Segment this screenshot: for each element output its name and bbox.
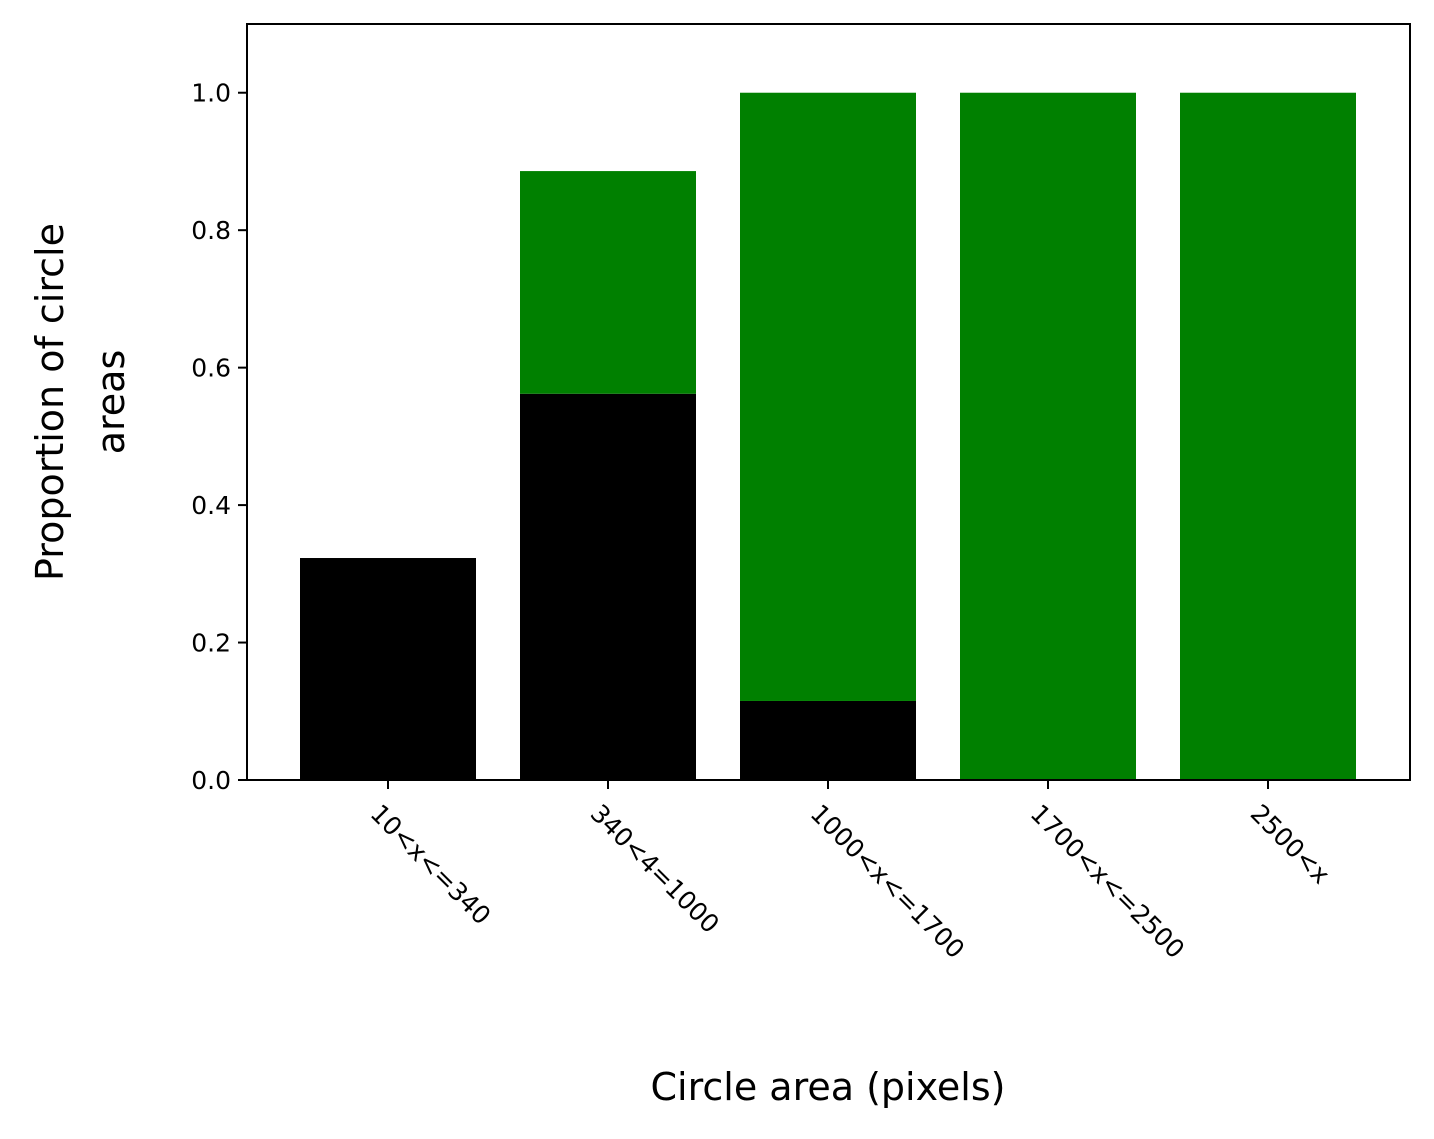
bar-segment [740, 92, 916, 701]
bar-segment [300, 558, 476, 780]
y-tick-label: 0.8 [191, 216, 231, 245]
y-tick-label: 0.6 [191, 354, 231, 383]
bar-segment [960, 92, 1136, 780]
x-tick-label: 2500<x [1245, 799, 1336, 890]
bar-segment [520, 171, 696, 394]
bar-segment [520, 393, 696, 780]
y-tick-label: 1.0 [191, 79, 231, 108]
x-axis: 10<x<=340 340<4=1000 1000<x<=1700 1700<x<=2… [365, 780, 1336, 964]
x-tick-label: 1000<x<=1700 [805, 799, 970, 964]
bars-layer [300, 92, 1356, 780]
x-axis-title: Circle area (pixels) [651, 1065, 1006, 1109]
x-tick-label: 340<4=1000 [585, 799, 725, 939]
y-axis-title-line-1: Proportion of circle [28, 223, 72, 581]
y-tick-label: 0.4 [191, 491, 231, 520]
y-axis-title-group: Proportion of circle areas [28, 223, 133, 581]
y-tick-label: 0.2 [191, 629, 231, 658]
bar-segment [740, 700, 916, 780]
y-axis-title-line-2: areas [89, 350, 133, 455]
bar-segment [1180, 92, 1356, 780]
y-axis: 0.0 0.2 0.4 0.6 0.8 1.0 [191, 79, 247, 795]
x-tick-label: 1700<x<=2500 [1025, 799, 1190, 964]
x-tick-label: 10<x<=340 [365, 799, 497, 931]
y-tick-label: 0.0 [191, 766, 231, 795]
